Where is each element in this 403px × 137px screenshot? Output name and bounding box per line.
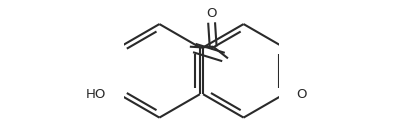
- Text: O: O: [206, 7, 217, 20]
- Text: O: O: [297, 88, 307, 101]
- Text: HO: HO: [85, 88, 106, 101]
